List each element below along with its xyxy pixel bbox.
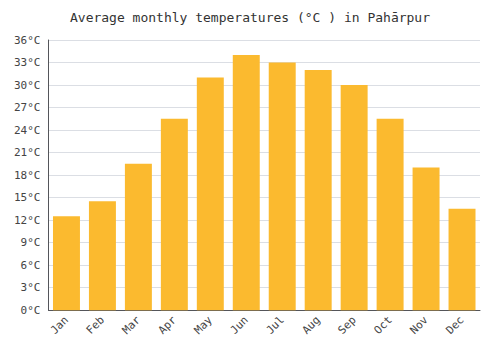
svg-text:0°C: 0°C bbox=[21, 304, 41, 317]
svg-text:9°C: 9°C bbox=[21, 236, 41, 249]
svg-text:24°C: 24°C bbox=[14, 124, 41, 137]
svg-text:6°C: 6°C bbox=[21, 259, 41, 272]
svg-text:Jan: Jan bbox=[48, 314, 71, 337]
svg-text:27°C: 27°C bbox=[14, 101, 41, 114]
svg-text:Oct: Oct bbox=[371, 314, 394, 337]
svg-text:33°C: 33°C bbox=[14, 56, 41, 69]
svg-text:18°C: 18°C bbox=[14, 169, 41, 182]
svg-text:Apr: Apr bbox=[156, 313, 179, 336]
svg-text:Sep: Sep bbox=[336, 314, 359, 337]
svg-text:21°C: 21°C bbox=[14, 146, 41, 159]
svg-text:3°C: 3°C bbox=[21, 281, 41, 294]
svg-text:Aug: Aug bbox=[300, 314, 323, 337]
svg-text:36°C: 36°C bbox=[14, 34, 41, 47]
svg-text:Mar: Mar bbox=[120, 313, 143, 336]
svg-text:Feb: Feb bbox=[84, 314, 107, 337]
svg-text:30°C: 30°C bbox=[14, 79, 41, 92]
svg-text:Average monthly temperatures (: Average monthly temperatures (°C ) in Pa… bbox=[70, 10, 430, 25]
svg-text:Dec: Dec bbox=[443, 314, 466, 337]
svg-text:15°C: 15°C bbox=[14, 191, 41, 204]
svg-text:May: May bbox=[192, 313, 215, 336]
svg-text:Nov: Nov bbox=[407, 313, 430, 336]
svg-text:12°C: 12°C bbox=[14, 214, 41, 227]
svg-text:Jul: Jul bbox=[264, 314, 287, 337]
svg-text:Jun: Jun bbox=[228, 314, 251, 337]
